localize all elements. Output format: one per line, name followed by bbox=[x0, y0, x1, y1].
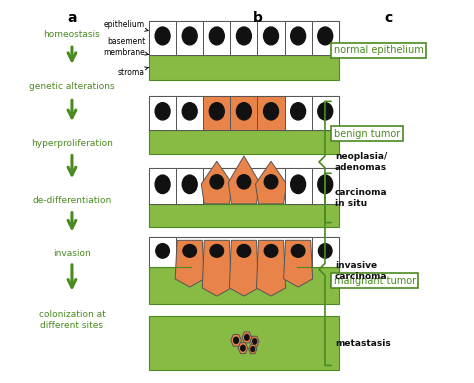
Ellipse shape bbox=[155, 175, 170, 193]
Bar bbox=[230, 97, 257, 129]
Bar bbox=[149, 204, 339, 228]
Ellipse shape bbox=[237, 245, 251, 257]
Bar bbox=[149, 97, 339, 129]
Ellipse shape bbox=[155, 103, 170, 120]
Ellipse shape bbox=[241, 345, 245, 351]
Ellipse shape bbox=[156, 244, 169, 258]
Bar bbox=[149, 21, 176, 55]
Text: genetic alterations: genetic alterations bbox=[29, 82, 115, 91]
Ellipse shape bbox=[318, 103, 333, 120]
Polygon shape bbox=[175, 241, 204, 287]
Polygon shape bbox=[283, 241, 313, 287]
Bar bbox=[176, 21, 203, 55]
Text: c: c bbox=[384, 11, 392, 25]
Bar bbox=[176, 169, 203, 204]
Text: neoplasia/
adenomas: neoplasia/ adenomas bbox=[335, 152, 387, 172]
Polygon shape bbox=[256, 241, 285, 296]
Bar bbox=[312, 21, 339, 55]
Bar bbox=[312, 169, 339, 204]
Polygon shape bbox=[201, 161, 232, 204]
Text: benign tumor: benign tumor bbox=[334, 129, 400, 139]
Bar bbox=[149, 21, 339, 55]
Polygon shape bbox=[238, 343, 248, 354]
Bar bbox=[203, 21, 230, 55]
Bar bbox=[149, 237, 176, 267]
Ellipse shape bbox=[210, 245, 224, 257]
Ellipse shape bbox=[318, 27, 333, 45]
Ellipse shape bbox=[182, 103, 197, 120]
Ellipse shape bbox=[292, 245, 305, 257]
Ellipse shape bbox=[291, 175, 306, 193]
Text: normal epithelium: normal epithelium bbox=[334, 45, 424, 55]
Bar bbox=[257, 21, 284, 55]
Ellipse shape bbox=[264, 27, 279, 45]
Ellipse shape bbox=[210, 175, 224, 189]
Text: homeostasis: homeostasis bbox=[44, 30, 100, 39]
Ellipse shape bbox=[210, 27, 224, 45]
Ellipse shape bbox=[155, 27, 170, 45]
Bar bbox=[149, 267, 339, 304]
Polygon shape bbox=[229, 241, 258, 296]
Text: basement
membrane: basement membrane bbox=[103, 37, 148, 57]
Bar bbox=[176, 97, 203, 129]
Text: invasive
carcinoma: invasive carcinoma bbox=[335, 261, 387, 280]
Ellipse shape bbox=[237, 103, 251, 120]
Ellipse shape bbox=[237, 175, 251, 189]
Bar bbox=[149, 237, 339, 267]
Ellipse shape bbox=[264, 175, 278, 189]
Polygon shape bbox=[242, 332, 252, 343]
Text: malignant tumor: malignant tumor bbox=[334, 276, 416, 286]
Ellipse shape bbox=[264, 245, 278, 257]
Text: invasion: invasion bbox=[53, 249, 91, 258]
Polygon shape bbox=[228, 156, 259, 204]
Bar bbox=[149, 316, 339, 370]
Ellipse shape bbox=[245, 335, 249, 340]
Ellipse shape bbox=[234, 337, 238, 344]
Ellipse shape bbox=[251, 347, 255, 352]
Polygon shape bbox=[248, 344, 257, 354]
Bar bbox=[284, 169, 312, 204]
Ellipse shape bbox=[182, 175, 197, 193]
Bar bbox=[149, 129, 339, 154]
Bar bbox=[312, 97, 339, 129]
Ellipse shape bbox=[319, 244, 332, 258]
Bar bbox=[149, 55, 339, 80]
Ellipse shape bbox=[183, 245, 197, 257]
Text: a: a bbox=[67, 11, 77, 25]
Text: hyperproliferation: hyperproliferation bbox=[31, 139, 113, 148]
Polygon shape bbox=[255, 161, 287, 204]
Ellipse shape bbox=[264, 103, 279, 120]
Bar bbox=[149, 169, 339, 204]
Bar bbox=[230, 21, 257, 55]
Ellipse shape bbox=[318, 175, 333, 193]
Text: b: b bbox=[253, 11, 263, 25]
Ellipse shape bbox=[291, 103, 306, 120]
Bar bbox=[284, 97, 312, 129]
Bar bbox=[149, 97, 176, 129]
Ellipse shape bbox=[291, 27, 306, 45]
Polygon shape bbox=[250, 336, 259, 346]
Bar bbox=[284, 21, 312, 55]
Bar bbox=[257, 97, 284, 129]
Bar bbox=[312, 237, 339, 267]
Polygon shape bbox=[231, 334, 241, 346]
Ellipse shape bbox=[182, 27, 197, 45]
Text: epithelium: epithelium bbox=[104, 20, 148, 31]
Ellipse shape bbox=[237, 27, 251, 45]
Ellipse shape bbox=[210, 103, 224, 120]
Text: metastasis: metastasis bbox=[335, 339, 391, 348]
Text: stroma: stroma bbox=[118, 67, 148, 77]
Text: colonization at
different sites: colonization at different sites bbox=[38, 310, 105, 330]
Polygon shape bbox=[202, 241, 231, 296]
Text: de-differentiation: de-differentiation bbox=[32, 196, 111, 205]
Bar bbox=[149, 169, 176, 204]
Ellipse shape bbox=[253, 339, 256, 344]
Text: carcinoma
in situ: carcinoma in situ bbox=[335, 188, 387, 208]
Bar bbox=[203, 97, 230, 129]
